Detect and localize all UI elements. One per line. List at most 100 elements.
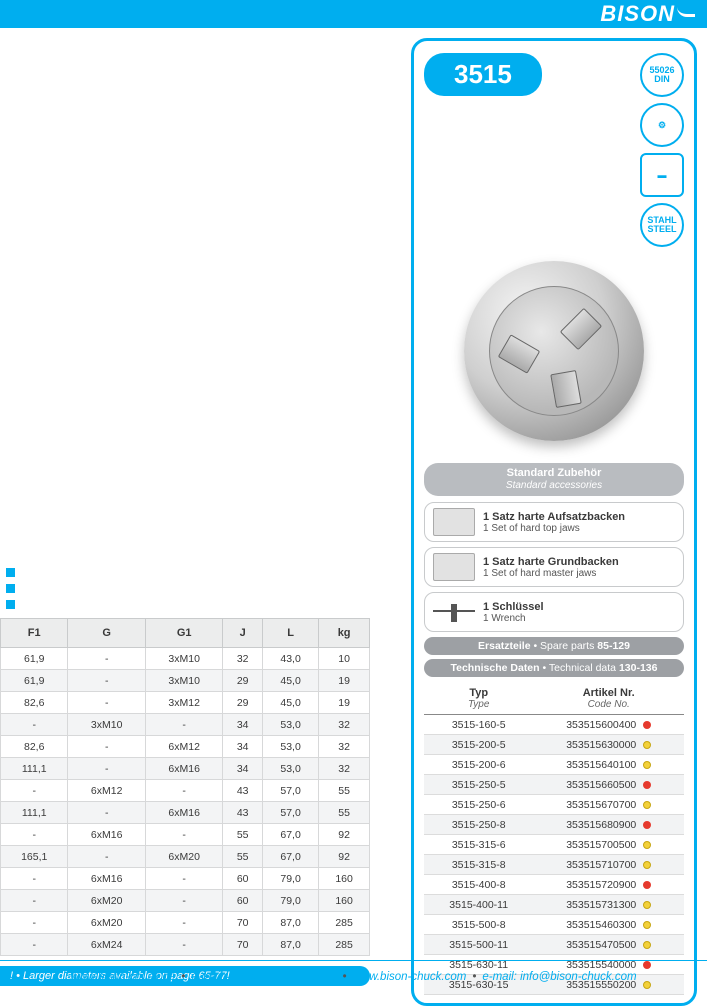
spec-cell: 111,1: [1, 758, 68, 780]
type-row: 3515-500-8353515460300: [424, 915, 684, 935]
type-row: 3515-250-5353515660500: [424, 775, 684, 795]
spec-cell: 53,0: [262, 758, 318, 780]
type-row: 3515-400-11353515731300: [424, 895, 684, 915]
spec-cell: 43: [223, 780, 263, 802]
feature-bullets: [6, 566, 405, 610]
spec-cell: -: [1, 824, 68, 846]
accessory-item: 1 Satz harte Aufsatzbacken1 Set of hard …: [424, 502, 684, 542]
spec-cell: 57,0: [262, 780, 318, 802]
spec-cell: 165,1: [1, 846, 68, 868]
wrench-icon: [433, 598, 475, 626]
spec-cell: 6xM12: [145, 736, 222, 758]
type-row: 3515-250-8353515680900: [424, 815, 684, 835]
footer-link[interactable]: www.bison-chuck.com: [353, 971, 467, 983]
type-row: 3515-160-5353515600400: [424, 715, 684, 735]
footer-link[interactable]: e-mail: info@bison-chuck.com: [482, 971, 636, 983]
type-cell: 3515-315-6: [424, 835, 533, 855]
status-dot-icon: [643, 721, 651, 729]
type-cell: 3515-315-8: [424, 855, 533, 875]
spec-row: 61,9-3xM103243,010: [1, 648, 370, 670]
spec-cell: 32: [319, 714, 370, 736]
spec-cell: -: [145, 780, 222, 802]
status-dot-icon: [643, 881, 651, 889]
brand-logo: BISON: [600, 1, 695, 27]
spec-row: -3xM10-3453,032: [1, 714, 370, 736]
code-cell: 353515470500: [533, 935, 684, 955]
spec-row: -6xM16-6079,0160: [1, 868, 370, 890]
type-cell: 3515-160-5: [424, 715, 533, 735]
code-cell: 353515670700: [533, 795, 684, 815]
type-row: 3515-315-8353515710700: [424, 855, 684, 875]
status-dot-icon: [643, 941, 651, 949]
spec-cell: 82,6: [1, 736, 68, 758]
bullet-icon: [6, 584, 15, 593]
spec-cell: -: [1, 780, 68, 802]
panel-box: 3515 55026 DIN⚙▬STAHL STEEL Standard Zub…: [411, 38, 697, 1006]
type-row: 3515-200-6353515640100: [424, 755, 684, 775]
type-cell: 3515-250-8: [424, 815, 533, 835]
spec-cell: 45,0: [262, 692, 318, 714]
spec-cell: -: [1, 912, 68, 934]
type-cell: 3515-250-6: [424, 795, 533, 815]
spec-header-cell: J: [223, 619, 263, 648]
spec-row: -6xM24-7087,0285: [1, 934, 370, 956]
spec-cell: -: [145, 714, 222, 736]
spec-cell: 285: [319, 934, 370, 956]
spec-row: -6xM12-4357,055: [1, 780, 370, 802]
spec-cell: 10: [319, 648, 370, 670]
spec-cell: 34: [223, 758, 263, 780]
spec-cell: 55: [223, 824, 263, 846]
spec-cell: 3xM10: [145, 670, 222, 692]
spec-cell: 61,9: [1, 648, 68, 670]
spec-cell: 67,0: [262, 824, 318, 846]
spec-cell: 32: [319, 736, 370, 758]
spec-cell: -: [68, 802, 145, 824]
spec-cell: -: [68, 648, 145, 670]
spec-cell: 6xM20: [145, 846, 222, 868]
spec-cell: 19: [319, 670, 370, 692]
cert-icon: 55026 DIN: [640, 53, 684, 97]
jaws1-icon: [433, 508, 475, 536]
spec-cell: -: [68, 758, 145, 780]
info-pill: Technische Daten • Technical data 130-13…: [424, 659, 684, 677]
type-header: Typ Type: [424, 683, 533, 715]
footer-link[interactable]: e-mail: info@bison-chuck.de: [191, 971, 336, 983]
code-cell: 353515640100: [533, 755, 684, 775]
type-cell: 3515-400-11: [424, 895, 533, 915]
accessory-label-en: 1 Set of hard master jaws: [483, 568, 619, 579]
spec-cell: 3xM10: [145, 648, 222, 670]
code-cell: 353515600400: [533, 715, 684, 735]
code-cell: 353515710700: [533, 855, 684, 875]
spec-cell: 6xM12: [68, 780, 145, 802]
status-dot-icon: [643, 761, 651, 769]
spec-cell: 6xM20: [68, 890, 145, 912]
footer-link[interactable]: www.bison-chuck.de: [70, 971, 175, 983]
certification-column: 55026 DIN⚙▬STAHL STEEL: [640, 53, 684, 247]
spec-cell: 32: [223, 648, 263, 670]
spec-cell: 92: [319, 824, 370, 846]
spec-cell: -: [1, 890, 68, 912]
spec-cell: 6xM16: [68, 824, 145, 846]
spec-row: 61,9-3xM102945,019: [1, 670, 370, 692]
spec-row: 111,1-6xM163453,032: [1, 758, 370, 780]
type-cell: 3515-500-8: [424, 915, 533, 935]
spec-cell: 285: [319, 912, 370, 934]
right-panel: 3515 55026 DIN⚙▬STAHL STEEL Standard Zub…: [411, 38, 697, 948]
code-header-de: Artikel Nr.: [583, 687, 635, 699]
code-header-en: Code No.: [533, 699, 684, 710]
spec-cell: 3xM10: [68, 714, 145, 736]
spec-header-cell: F1: [1, 619, 68, 648]
status-dot-icon: [643, 901, 651, 909]
spec-cell: 67,0: [262, 846, 318, 868]
spec-cell: 43: [223, 802, 263, 824]
spec-cell: -: [145, 912, 222, 934]
spec-cell: -: [1, 934, 68, 956]
spec-cell: 111,1: [1, 802, 68, 824]
accessory-item: 1 Satz harte Grundbacken1 Set of hard ma…: [424, 547, 684, 587]
status-dot-icon: [643, 821, 651, 829]
spec-cell: -: [68, 846, 145, 868]
code-header: Artikel Nr. Code No.: [533, 683, 684, 715]
spec-cell: 6xM16: [145, 758, 222, 780]
spec-row: 82,6-6xM123453,032: [1, 736, 370, 758]
spec-cell: -: [68, 670, 145, 692]
